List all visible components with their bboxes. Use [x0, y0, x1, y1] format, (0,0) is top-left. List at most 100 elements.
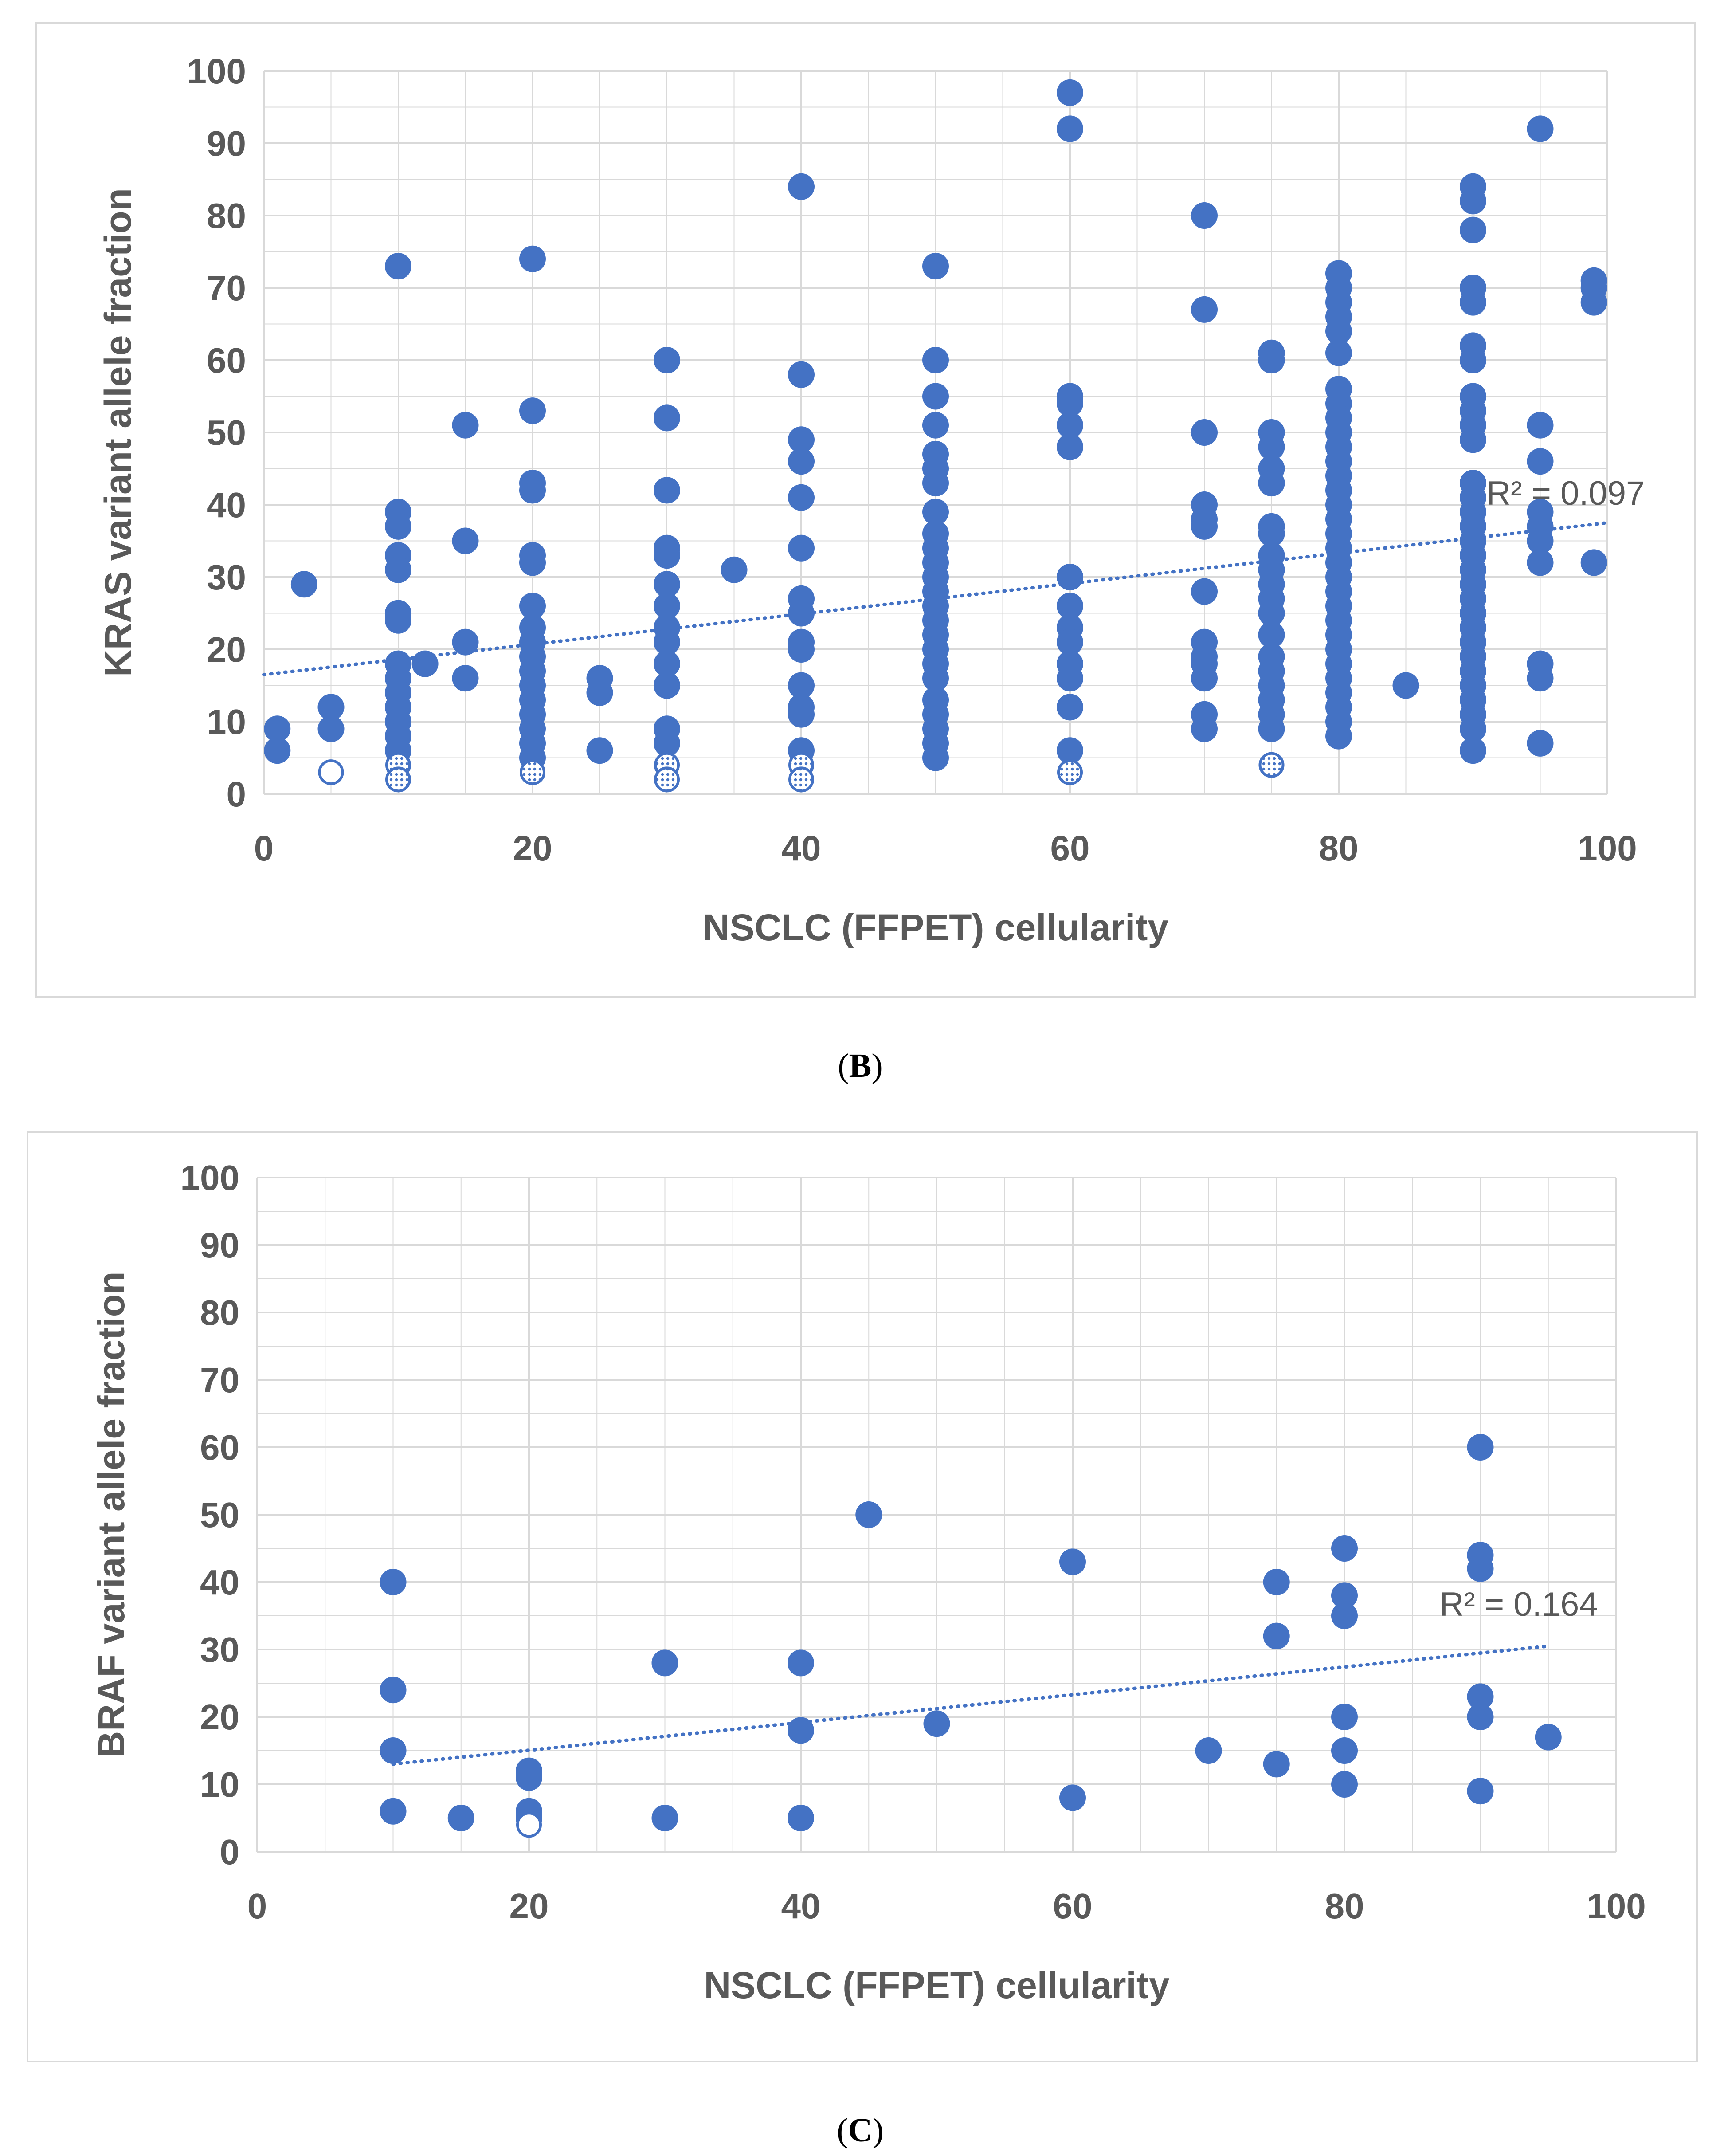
data-point: [654, 672, 680, 699]
data-point: [1059, 1548, 1086, 1575]
data-point: [1258, 347, 1285, 373]
data-point: [1057, 628, 1083, 656]
data-point: [923, 1710, 950, 1737]
data-point: [519, 477, 546, 504]
y-tick-label: 10: [207, 702, 246, 742]
x-tick-label: 80: [1319, 829, 1359, 868]
y-tick-label: 20: [207, 630, 246, 669]
data-point: [1527, 665, 1554, 692]
data-point: [516, 1764, 542, 1791]
data-point: [922, 347, 949, 373]
r-squared-label: R² = 0.164: [1440, 1586, 1598, 1623]
data-point: [1580, 549, 1607, 576]
data-point: [922, 665, 949, 692]
y-tick-label: 30: [200, 1630, 239, 1669]
data-point: [788, 701, 815, 728]
data-point: [1460, 737, 1486, 764]
y-tick-label: 60: [207, 341, 246, 380]
data-point: [1325, 723, 1352, 750]
data-point: [654, 650, 680, 677]
data-point: [654, 593, 680, 620]
hollow-data-point: [318, 759, 344, 785]
y-axis-title: BRAF variant allele fraction: [90, 1272, 132, 1758]
data-point: [651, 1805, 678, 1831]
data-point: [1057, 665, 1083, 692]
x-tick-label: 20: [513, 829, 552, 868]
data-point: [1057, 79, 1083, 106]
data-point: [385, 253, 411, 280]
data-point: [1467, 1434, 1494, 1461]
data-point: [788, 361, 815, 388]
y-tick-label: 0: [227, 774, 247, 814]
data-point: [1460, 347, 1486, 373]
data-points: [380, 1434, 1562, 1838]
y-tick-label: 0: [220, 1832, 240, 1872]
data-point: [654, 404, 680, 432]
data-point: [1467, 1683, 1494, 1710]
data-point: [1331, 1704, 1358, 1730]
data-point: [519, 593, 546, 620]
data-point: [1527, 412, 1554, 439]
data-point: [922, 744, 949, 771]
data-point: [1258, 600, 1285, 627]
x-axis-title: NSCLC (FFPET) cellularity: [703, 907, 1168, 948]
data-point: [788, 1649, 814, 1677]
y-tick-label: 70: [200, 1360, 239, 1400]
data-point: [380, 1677, 407, 1704]
data-point: [519, 397, 546, 424]
data-point: [1057, 737, 1083, 764]
data-point: [1258, 433, 1285, 460]
caption-b: (B): [838, 1047, 883, 1084]
y-tick-label: 50: [200, 1495, 239, 1535]
data-point: [1057, 593, 1083, 620]
y-tick-label: 90: [200, 1225, 239, 1265]
data-point: [1467, 1704, 1494, 1730]
data-point: [317, 694, 345, 721]
x-tick-label: 20: [509, 1886, 549, 1926]
x-tick-label: 0: [247, 1886, 267, 1926]
data-point: [1195, 1737, 1222, 1764]
data-point: [452, 527, 479, 554]
data-point: [1258, 621, 1285, 648]
data-point: [452, 628, 479, 656]
y-axis-title: KRAS variant allele fraction: [97, 188, 139, 677]
y-tick-label: 50: [207, 413, 246, 452]
chart-b: 0 10 20 30 40 50 60 70 80 90 100 0 20 40 60 80 100 NSCLC …: [97, 51, 1645, 948]
data-point: [654, 477, 680, 504]
data-point: [1460, 289, 1486, 316]
data-point: [1057, 564, 1083, 590]
data-point: [721, 556, 748, 583]
r-squared-label: R² = 0.097: [1486, 475, 1645, 512]
data-point: [922, 412, 949, 439]
y-tick-label: 100: [187, 51, 246, 91]
data-point: [788, 484, 815, 511]
patterned-data-point: [385, 766, 411, 793]
caption-c: (C): [837, 2112, 884, 2149]
data-point: [264, 715, 291, 742]
data-point: [1325, 318, 1352, 345]
patterned-data-point: [788, 766, 814, 793]
data-point: [1331, 1771, 1358, 1798]
data-point: [788, 600, 815, 627]
data-point: [788, 426, 815, 453]
data-point: [654, 628, 680, 656]
data-point: [1467, 1555, 1494, 1582]
data-point: [922, 470, 949, 497]
y-tick-label: 100: [180, 1158, 239, 1198]
data-point: [1057, 694, 1083, 721]
data-point: [586, 679, 613, 706]
data-point: [1527, 448, 1554, 475]
data-point: [654, 542, 680, 569]
x-tick-label: 100: [1578, 829, 1637, 868]
data-point: [788, 173, 815, 200]
patterned-data-point: [1057, 759, 1083, 785]
data-point: [1535, 1724, 1562, 1751]
data-point: [290, 571, 317, 598]
data-point: [264, 737, 291, 764]
data-point: [1527, 527, 1554, 554]
gridlines: [256, 1177, 1617, 1853]
patterned-data-point: [520, 759, 545, 785]
y-tick-label: 40: [200, 1563, 239, 1602]
data-point: [1331, 1535, 1358, 1562]
y-tick-label: 40: [207, 485, 246, 525]
